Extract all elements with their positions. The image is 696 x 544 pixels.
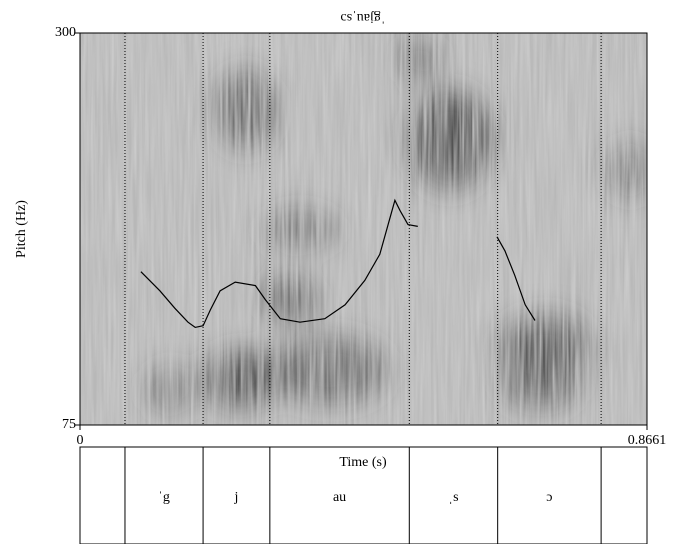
y-tick-label: 75 xyxy=(62,417,76,432)
x-tick-label: 0.8661 xyxy=(628,433,667,448)
segment-label: j xyxy=(234,490,239,505)
segment-label: ˈg xyxy=(158,490,170,505)
y-axis-title: Pitch (Hz) xyxy=(14,200,29,258)
y-tick-label: 300 xyxy=(55,25,76,40)
segment-label: au xyxy=(333,490,346,505)
segment-label: ɔ xyxy=(546,490,552,505)
segment-label: ˌs xyxy=(448,490,458,505)
tier-frame xyxy=(79,446,648,544)
plot-frame xyxy=(79,32,648,426)
spectrogram xyxy=(80,33,647,425)
pitch-contour xyxy=(140,198,536,329)
x-tick-label: 0 xyxy=(77,433,84,448)
chart-title: ˈgjauˌsɔ xyxy=(340,10,385,25)
x-axis-title: Time (s) xyxy=(339,455,387,470)
